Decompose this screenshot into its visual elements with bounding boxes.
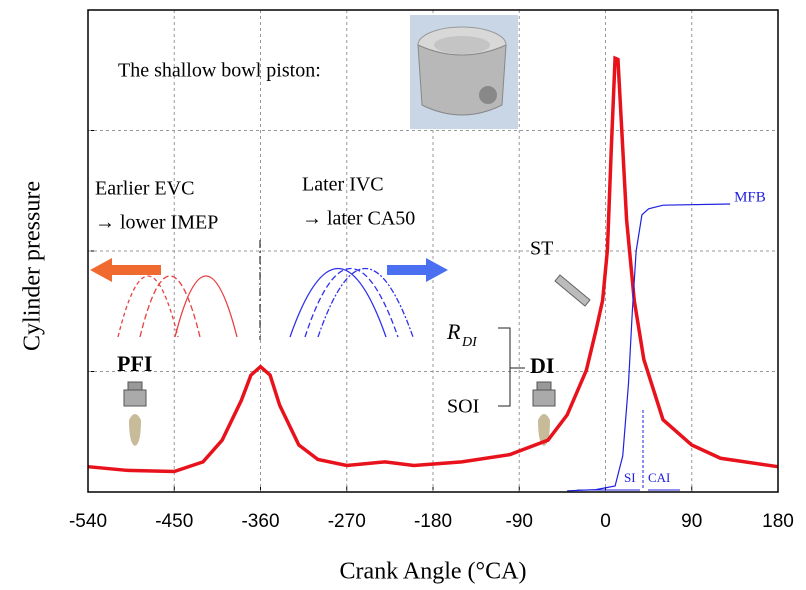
annotation: DI (461, 335, 478, 350)
annotation: PFI (117, 351, 152, 376)
series-line (87, 55, 779, 474)
x-tick-label: 0 (600, 511, 611, 532)
x-tick-label: -450 (155, 511, 193, 532)
x-axis-label: Crank Angle (°CA) (340, 559, 527, 585)
x-tick-label: -90 (506, 511, 533, 532)
annotation: Later IVC (302, 174, 384, 196)
valve-curves (117, 240, 414, 340)
annotation: Earlier EVC (95, 178, 194, 200)
annotation: DI (530, 353, 554, 378)
annotation: SI (624, 470, 636, 485)
x-tick-label: 180 (762, 511, 794, 532)
plot-frame (87, 9, 779, 493)
series-line (567, 203, 731, 492)
x-tick-label: -180 (414, 511, 452, 532)
si-cai-arrows (577, 410, 680, 491)
series-label: MFB (734, 189, 766, 205)
annotation: ST (530, 238, 553, 260)
y-axis-label: Cylinder pressure (20, 181, 46, 351)
annotation: R (446, 319, 461, 344)
annotation: SOI (447, 396, 479, 418)
x-tick-label: 90 (681, 511, 702, 532)
arrows (90, 258, 525, 407)
x-tick-label: -270 (328, 511, 366, 532)
injectors (123, 274, 591, 446)
annotation: → lower IMEP (95, 212, 218, 234)
annotation: CAI (648, 470, 670, 485)
plot: MFB (87, 55, 779, 492)
annotation: The shallow bowl piston: (118, 60, 321, 82)
x-tick-label: -540 (69, 511, 107, 532)
annotation: → later CA50 (302, 208, 415, 230)
x-tick-label: -360 (241, 511, 279, 532)
piston-image (410, 15, 518, 129)
